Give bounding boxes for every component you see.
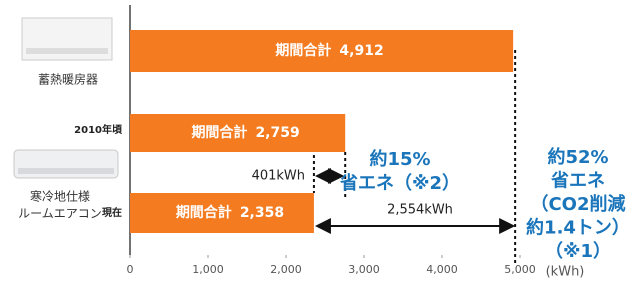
annotation: 省エネ（※2） [339, 172, 460, 194]
annotation: （※1） [545, 241, 611, 262]
x-tick-label: 4,000 [426, 263, 458, 276]
bar-label-prefix: 期間合計 [191, 124, 247, 141]
device-label: 蓄熱暖房器 [38, 72, 98, 87]
value-label: 2,358 [240, 205, 284, 221]
annotation: 省エネ [550, 170, 605, 192]
aircon-icon [14, 150, 118, 178]
bar-label: 期間合計 4,912 [275, 42, 383, 59]
annotation: （CO2削減 [530, 193, 625, 215]
annotation: 約15% [369, 148, 430, 170]
value-label: 4,912 [339, 43, 383, 59]
annotation: 401kWh [252, 169, 305, 184]
chart: 蓄熱暖房器 寒冷地仕様 ルームエアコン 0 1,000 2,000 3,000 4,00… [0, 0, 637, 286]
x-axis-unit: (kWh) [546, 265, 585, 280]
device-label: ルームエアコン [18, 207, 102, 221]
annotation: 約52% [547, 146, 608, 168]
x-tick-label: 5,000 [504, 263, 536, 276]
category-label: 現在 [102, 206, 122, 219]
bar-label-prefix: 期間合計 [176, 204, 232, 221]
device-label: 寒冷地仕様 [30, 189, 90, 204]
category-label: 2010年頃 [74, 123, 123, 136]
x-tick-label: 3,000 [348, 263, 380, 276]
value-label: 2,759 [255, 125, 299, 141]
bar-label: 期間合計 2,358 [176, 204, 284, 221]
x-tick-label: 0 [127, 263, 134, 276]
bar-label-prefix: 期間合計 [275, 42, 331, 59]
annotation: 約1.4トン） [526, 217, 630, 239]
bar-label: 期間合計 2,759 [191, 124, 299, 141]
heater-icon [22, 18, 112, 60]
x-tick-label: 1,000 [192, 263, 224, 276]
annotation: 2,554kWh [387, 203, 453, 218]
x-tick-label: 2,000 [270, 263, 302, 276]
